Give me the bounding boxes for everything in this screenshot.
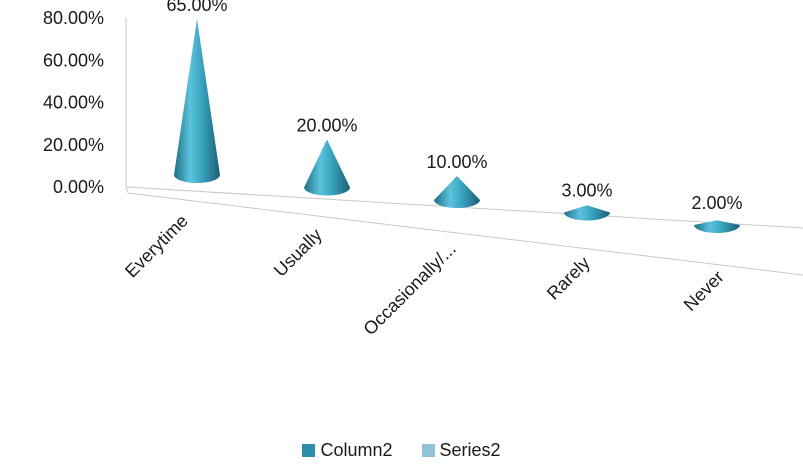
cone-3 xyxy=(564,205,610,221)
chart-legend: Column2 Series2 xyxy=(0,440,803,461)
legend-swatch-0 xyxy=(302,444,316,457)
data-label-3: 3.00% xyxy=(561,181,612,201)
cone-1 xyxy=(304,139,350,196)
floor-front-edge xyxy=(127,192,803,276)
chart-axes xyxy=(125,18,803,276)
legend-entry-1: Series2 xyxy=(421,440,501,461)
y-tick-label: 20.00% xyxy=(43,135,104,155)
cone-body xyxy=(564,205,610,221)
y-tick-label: 80.00% xyxy=(43,8,104,28)
data-label-4: 2.00% xyxy=(691,193,742,213)
cone-body xyxy=(174,19,220,183)
data-label-2: 10.00% xyxy=(426,152,487,172)
cone-body xyxy=(694,220,740,233)
cone-0 xyxy=(174,19,220,183)
legend-label-1: Series2 xyxy=(439,440,501,460)
data-label-1: 20.00% xyxy=(296,116,357,136)
category-label-1: Usually xyxy=(270,225,326,281)
data-labels: 65.00% 20.00% 10.00% 3.00% 2.00% xyxy=(166,0,742,213)
cone-body xyxy=(434,176,480,208)
data-label-0: 65.00% xyxy=(166,0,227,15)
y-tick-label: 40.00% xyxy=(43,93,104,113)
chart-series xyxy=(174,19,740,233)
cone-4 xyxy=(694,220,740,233)
y-axis-ticks: 0.00% 20.00% 40.00% 60.00% 80.00% xyxy=(43,8,104,197)
legend-entry-0: Column2 xyxy=(302,440,393,461)
legend-label-0: Column2 xyxy=(320,440,393,460)
category-label-0: Everytime xyxy=(121,211,192,282)
category-labels: Everytime Usually Occasionally/... Rarely Ne… xyxy=(121,211,728,339)
category-label-4: Never xyxy=(680,267,728,315)
y-tick-label: 60.00% xyxy=(43,50,104,70)
category-label-3: Rarely xyxy=(543,253,594,304)
floor-side-edge xyxy=(125,186,129,194)
cone-body xyxy=(304,139,350,196)
cone-2 xyxy=(434,176,480,208)
y-tick-label: 0.00% xyxy=(53,177,104,197)
category-label-2: Occasionally/... xyxy=(359,239,459,339)
legend-swatch-1 xyxy=(421,444,435,457)
